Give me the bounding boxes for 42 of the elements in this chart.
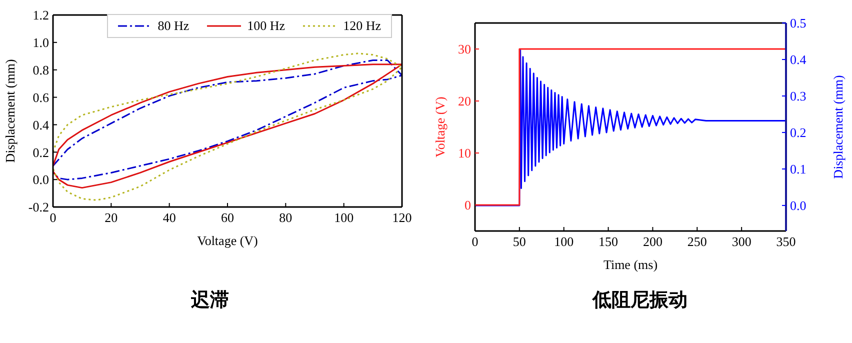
x-axis-title: Voltage (V)	[197, 233, 258, 248]
x-tick-label: 100	[334, 210, 354, 226]
x-tick-label: 350	[776, 234, 796, 250]
y-tick-label: 1.2	[32, 8, 49, 23]
legend-label: 80 Hz	[156, 18, 190, 34]
y-tick-label: 0.4	[32, 117, 50, 132]
x-tick-label: 150	[598, 234, 618, 250]
legend-label: 100 Hz	[246, 18, 286, 34]
x-tick-label: 50	[512, 234, 526, 250]
x-tick-label: 300	[732, 234, 752, 250]
y-tick-label: 10	[458, 146, 471, 161]
y2-tick-label: 0.0	[790, 198, 806, 214]
x-tick-label: 100	[554, 234, 574, 250]
y-axis-title: Voltage (V)	[432, 96, 448, 158]
y-tick-label: 0.8	[32, 62, 49, 78]
y2-tick-label: 0.5	[790, 16, 806, 31]
y-tick-label: 0	[464, 198, 471, 213]
y2-axis-title: Displacement (mm)	[830, 75, 846, 179]
y-tick-label: 20	[458, 94, 471, 109]
legend-label: 120 Hz	[342, 18, 381, 34]
y-tick-label: 0.6	[32, 90, 50, 105]
x-tick-label: 60	[221, 210, 234, 226]
y-tick-label: 0.0	[32, 172, 49, 188]
x-tick-label: 120	[392, 210, 412, 226]
x-axis-title: Time (ms)	[603, 257, 658, 272]
text: 迟滞	[190, 288, 230, 313]
y2-tick-label: 0.2	[790, 125, 806, 140]
y2-tick-label: 0.3	[790, 88, 806, 104]
y2-tick-label: 0.4	[790, 52, 807, 68]
line-series	[53, 52, 402, 201]
y-tick-label: -0.2	[28, 200, 49, 215]
x-tick-label: 250	[687, 234, 707, 250]
text: 低阻尼振动	[591, 288, 688, 313]
y-tick-label: 1.0	[32, 35, 49, 50]
y-axis-title: Displacement (mm)	[2, 59, 18, 163]
y-tick-label: 0.2	[32, 144, 49, 160]
y2-tick-label: 0.1	[790, 162, 806, 177]
y-tick-label: 30	[458, 42, 471, 57]
x-tick-label: 80	[279, 210, 292, 226]
x-tick-label: 20	[104, 210, 118, 226]
x-tick-label: 200	[642, 234, 662, 250]
x-tick-label: 40	[162, 210, 176, 226]
